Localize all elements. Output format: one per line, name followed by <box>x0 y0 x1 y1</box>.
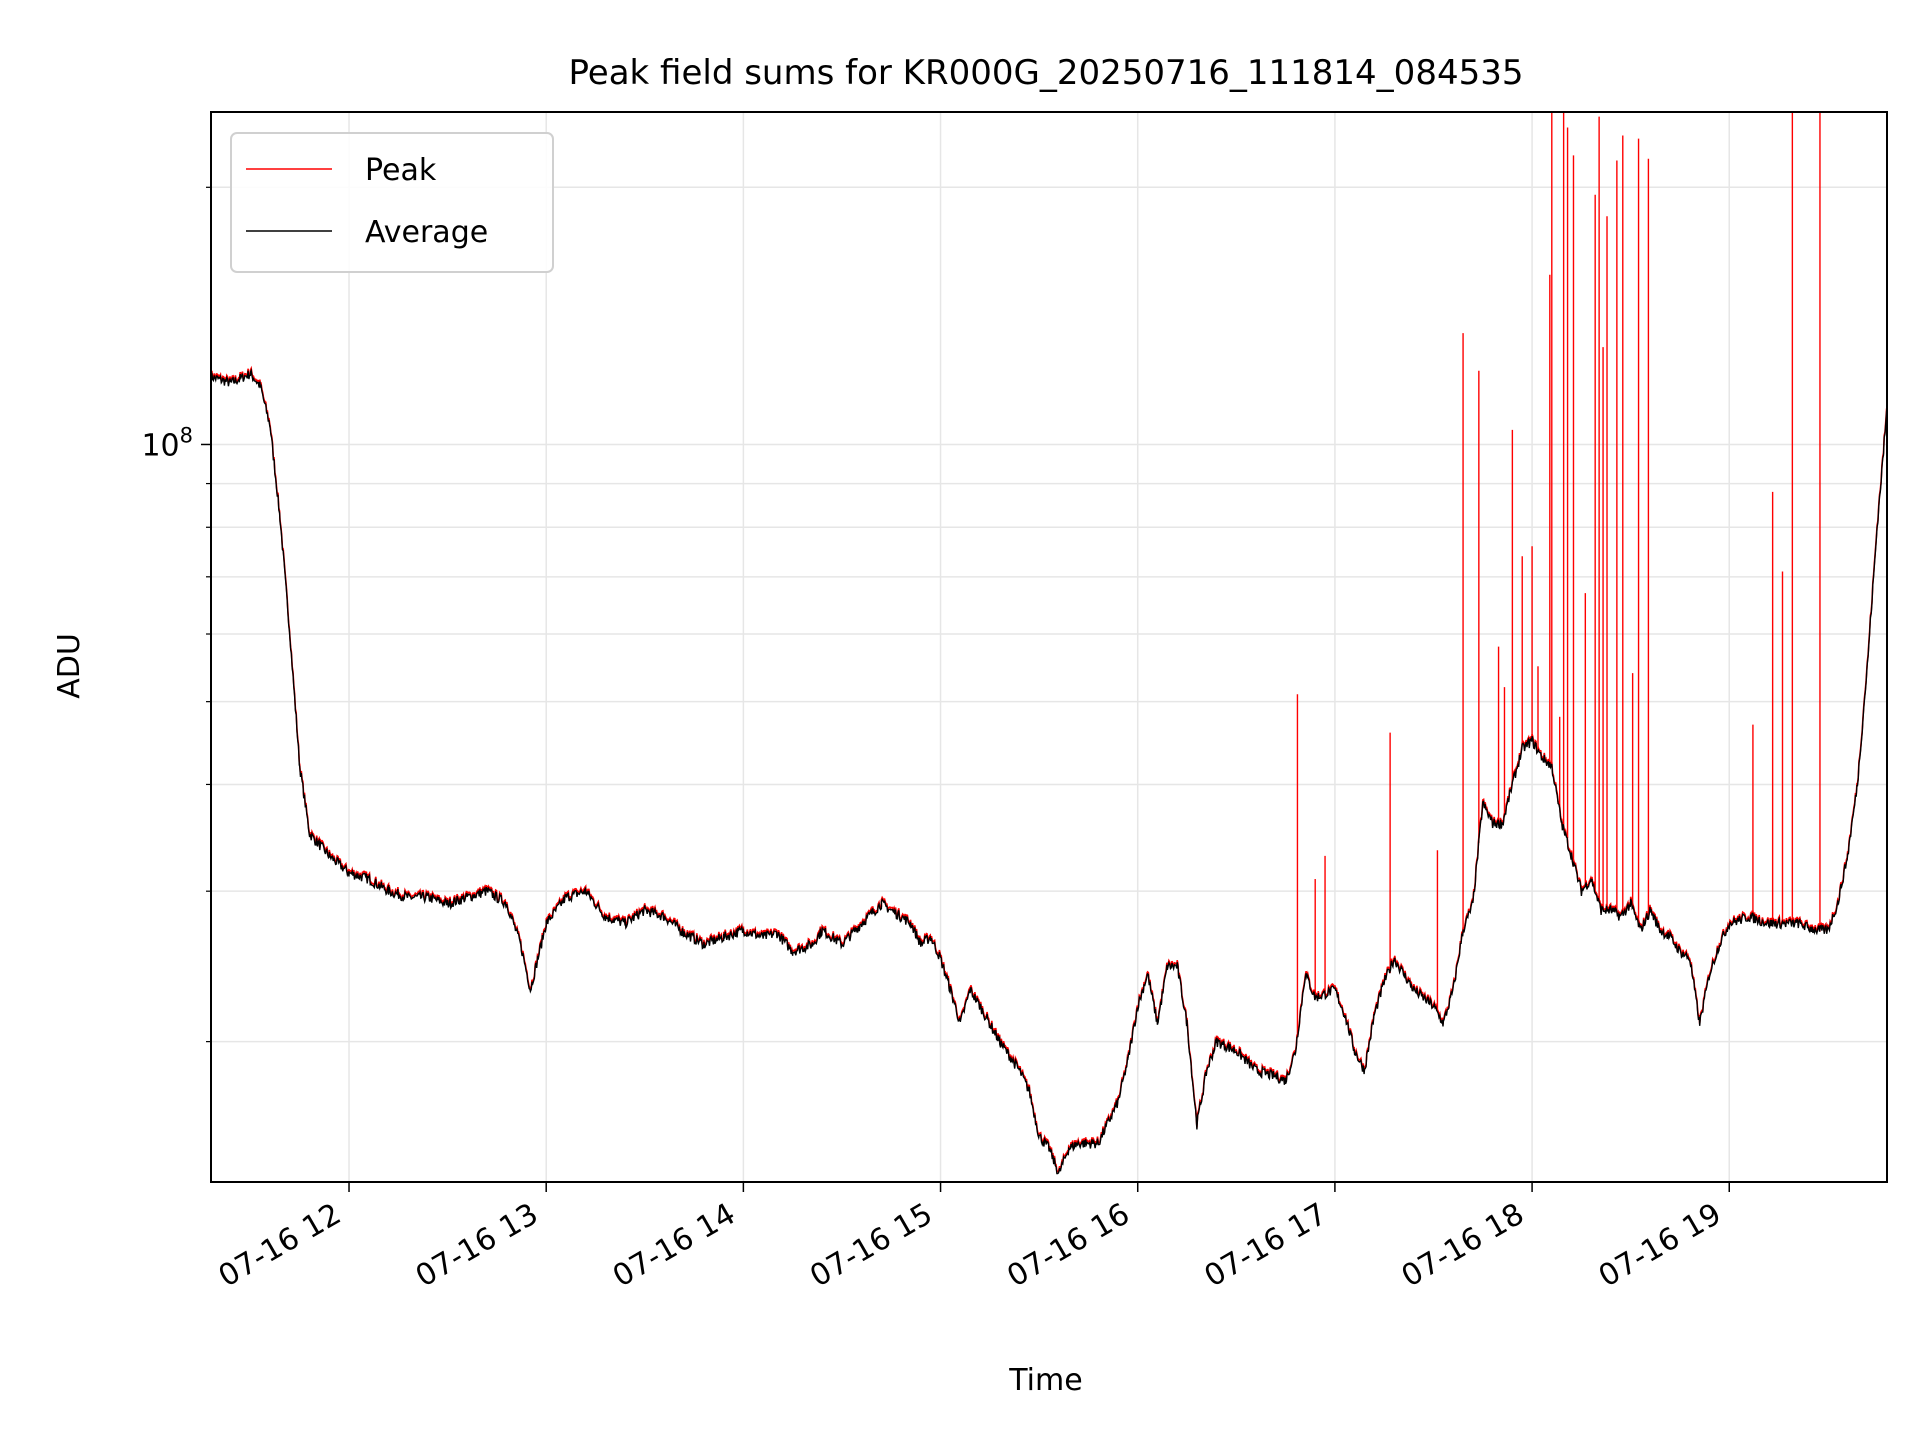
legend: Peak Average <box>230 132 554 273</box>
y-tick-label: 108 <box>141 423 193 463</box>
legend-peak-label: Peak <box>365 153 437 188</box>
plot-area <box>211 112 1887 1175</box>
y-axis-label: ADU <box>52 633 87 699</box>
chart-title: Peak field sums for KR000G_20250716_1118… <box>569 53 1524 93</box>
y-axis-ticks: 108 <box>141 186 211 1043</box>
legend-box <box>230 132 554 273</box>
average-series <box>211 368 1887 1175</box>
plot-frame <box>210 111 1888 1183</box>
average-line <box>211 368 1887 1175</box>
legend-average-label: Average <box>365 215 488 250</box>
x-axis-label: Time <box>1008 1363 1082 1398</box>
